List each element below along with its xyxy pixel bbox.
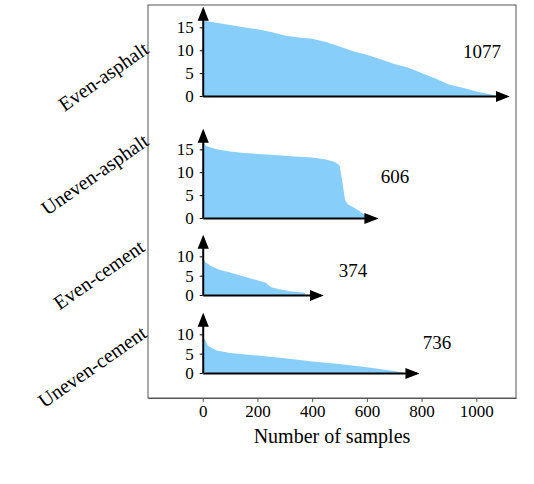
y-axis: 0 5 10 15 [177, 132, 204, 228]
panel-label: Even-cement [49, 235, 148, 314]
y-tick-mark [200, 27, 203, 28]
y-tick-mark [200, 354, 203, 355]
x-tick: 800 [409, 398, 435, 421]
y-tick: 10 [177, 163, 203, 182]
y-tick-mark [200, 149, 203, 150]
y-tick-mark [200, 50, 203, 51]
x-tick: 1000 [460, 398, 494, 421]
panel-x-axis [203, 218, 375, 219]
y-tick-label: 15 [177, 18, 194, 37]
plot-area [203, 138, 369, 218]
x-axis: 0 200 400 600 800 1000 [149, 398, 517, 421]
y-tick-mark [200, 73, 203, 74]
y-tick-label: 5 [185, 186, 194, 205]
y-tick: 10 [177, 41, 203, 60]
y-tick-label: 5 [185, 64, 194, 83]
annotation: 606 [381, 166, 410, 187]
chart: 02004006008001000Number of samples051015… [0, 0, 534, 484]
y-axis-line [202, 316, 204, 374]
panel-label: Uneven-asphalt [37, 129, 153, 220]
x-tick: 200 [245, 398, 271, 421]
annotation: 374 [339, 260, 368, 281]
panel: 0 5 10 15 606 Uneven-asphalt [37, 129, 409, 228]
annotation: 736 [423, 332, 452, 353]
y-tick-label: 15 [177, 140, 194, 159]
panel-x-axis-line [203, 96, 507, 98]
y-tick-mark [200, 276, 203, 277]
y-tick: 10 [177, 247, 203, 266]
y-tick-mark [200, 96, 203, 97]
plot-area [203, 327, 404, 373]
y-tick-mark [200, 373, 203, 374]
panel: 0 5 10 15 1077 Even-asphalt [54, 10, 507, 116]
area [203, 258, 305, 295]
y-tick: 5 [185, 345, 203, 364]
y-tick: 15 [177, 140, 203, 159]
y-tick-mark [200, 218, 203, 219]
area [203, 138, 369, 218]
y-tick-label: 10 [177, 163, 194, 182]
x-tick-label: 200 [245, 402, 271, 421]
x-tick-label: 600 [355, 402, 381, 421]
x-tick-label: 800 [409, 402, 435, 421]
plot-area [203, 258, 305, 295]
x-tick: 400 [300, 398, 326, 421]
y-tick-label: 0 [185, 364, 194, 383]
y-tick-label: 10 [177, 41, 194, 60]
panel-x-axis-line [203, 218, 375, 220]
panel: 0510 374 Even-cement [49, 235, 367, 314]
x-tick: 600 [355, 398, 381, 421]
y-tick-mark [200, 172, 203, 173]
y-tick: 10 [177, 325, 203, 344]
y-axis-line [202, 10, 204, 97]
x-tick-label: 1000 [460, 402, 494, 421]
y-tick: 0 [185, 364, 203, 383]
y-tick-label: 0 [185, 209, 194, 228]
x-axis-title: Number of samples [254, 425, 411, 448]
y-axis: 0510 [177, 316, 204, 383]
y-tick-label: 5 [185, 345, 194, 364]
y-tick-mark [200, 256, 203, 257]
y-axis-line [202, 132, 204, 219]
area [203, 20, 498, 96]
panel-x-axis [203, 295, 321, 296]
y-tick-mark [200, 334, 203, 335]
y-tick-mark [200, 295, 203, 296]
y-tick: 0 [185, 87, 203, 106]
y-tick-label: 0 [185, 286, 194, 305]
area [203, 327, 404, 373]
x-tick-label: 400 [300, 402, 326, 421]
y-tick: 15 [177, 18, 203, 37]
plot-area [203, 20, 498, 96]
y-tick-label: 5 [185, 267, 194, 286]
y-tick: 0 [185, 209, 203, 228]
y-axis: 0 5 10 15 [177, 10, 204, 106]
y-tick: 5 [185, 64, 203, 83]
x-tick-label: 0 [199, 402, 208, 421]
annotation: 1077 [463, 41, 501, 62]
y-axis-line [202, 238, 204, 296]
y-tick-label: 10 [177, 247, 194, 266]
panel-label: Uneven-cement [34, 321, 151, 412]
panel-x-axis-line [203, 295, 321, 297]
y-tick: 5 [185, 267, 203, 286]
y-tick-label: 10 [177, 325, 194, 344]
x-tick: 0 [199, 398, 208, 421]
y-tick-label: 0 [185, 87, 194, 106]
y-tick: 5 [185, 186, 203, 205]
y-axis: 0510 [177, 238, 204, 305]
panel-x-axis-line [203, 373, 416, 375]
panel: 0510 736 Uneven-cement [34, 316, 451, 412]
panel-label: Even-asphalt [54, 37, 153, 116]
y-tick: 0 [185, 286, 203, 305]
panel-x-axis [203, 96, 507, 97]
y-tick-mark [200, 195, 203, 196]
frame [148, 5, 516, 398]
panel-x-axis [203, 373, 416, 374]
